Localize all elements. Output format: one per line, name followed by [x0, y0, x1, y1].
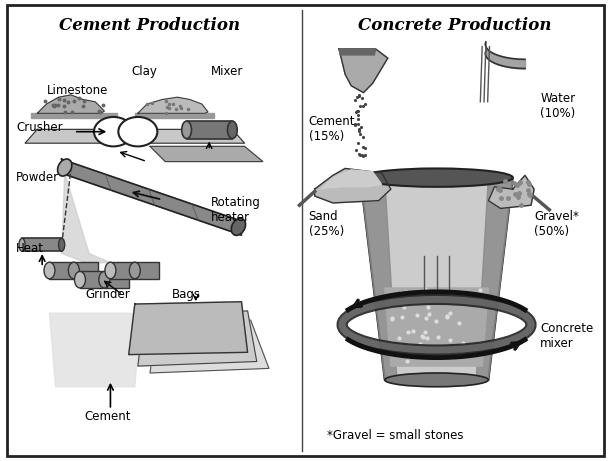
Ellipse shape: [232, 219, 246, 236]
Ellipse shape: [227, 121, 237, 139]
Ellipse shape: [105, 262, 116, 279]
Text: *Gravel = small stones: *Gravel = small stones: [327, 429, 463, 442]
Polygon shape: [321, 170, 382, 189]
Polygon shape: [37, 95, 104, 113]
Text: Heat: Heat: [16, 242, 44, 255]
Polygon shape: [488, 175, 534, 208]
Text: Cement Production: Cement Production: [59, 18, 241, 35]
Polygon shape: [476, 177, 513, 380]
Polygon shape: [339, 49, 388, 93]
Bar: [111, 262, 159, 279]
Polygon shape: [138, 97, 208, 113]
Text: Concrete
mixer: Concrete mixer: [540, 322, 593, 350]
Circle shape: [119, 117, 158, 147]
Text: Crusher: Crusher: [16, 121, 62, 134]
Polygon shape: [62, 173, 111, 263]
Text: Cement: Cement: [84, 410, 131, 423]
Bar: [186, 121, 232, 139]
Polygon shape: [150, 320, 269, 373]
Text: Grinder: Grinder: [85, 288, 130, 301]
FancyBboxPatch shape: [7, 5, 604, 456]
Text: Clay: Clay: [132, 65, 158, 78]
Bar: [22, 238, 62, 251]
Ellipse shape: [385, 373, 488, 387]
Ellipse shape: [99, 272, 110, 288]
Ellipse shape: [57, 159, 72, 176]
Bar: [49, 262, 98, 279]
Text: Limestone: Limestone: [46, 84, 108, 97]
Ellipse shape: [130, 262, 141, 279]
Text: Gravel*
(50%): Gravel* (50%): [534, 210, 579, 237]
Bar: [80, 272, 129, 288]
Ellipse shape: [19, 238, 25, 251]
Polygon shape: [62, 159, 241, 235]
Text: Concrete Production: Concrete Production: [358, 18, 552, 35]
Polygon shape: [138, 311, 257, 366]
Circle shape: [94, 117, 133, 147]
Polygon shape: [31, 113, 117, 118]
Polygon shape: [315, 168, 391, 203]
Text: Bags: Bags: [172, 288, 201, 301]
Text: Rotating
heater: Rotating heater: [211, 196, 261, 224]
Polygon shape: [360, 177, 513, 380]
Text: Cement
(15%): Cement (15%): [309, 115, 355, 143]
Text: Mixer: Mixer: [211, 65, 243, 78]
Text: Sand
(25%): Sand (25%): [309, 210, 344, 237]
Ellipse shape: [181, 121, 191, 139]
Text: Water
(10%): Water (10%): [540, 92, 576, 120]
Ellipse shape: [360, 168, 513, 187]
Ellipse shape: [75, 272, 86, 288]
Ellipse shape: [44, 262, 55, 279]
Polygon shape: [25, 130, 244, 143]
Text: Powder: Powder: [16, 171, 59, 184]
Polygon shape: [360, 177, 397, 380]
Polygon shape: [339, 49, 376, 55]
Polygon shape: [150, 147, 263, 161]
Polygon shape: [385, 288, 488, 366]
Ellipse shape: [68, 262, 79, 279]
Ellipse shape: [59, 238, 65, 251]
Polygon shape: [49, 313, 141, 387]
Polygon shape: [135, 113, 214, 118]
Polygon shape: [129, 302, 247, 355]
